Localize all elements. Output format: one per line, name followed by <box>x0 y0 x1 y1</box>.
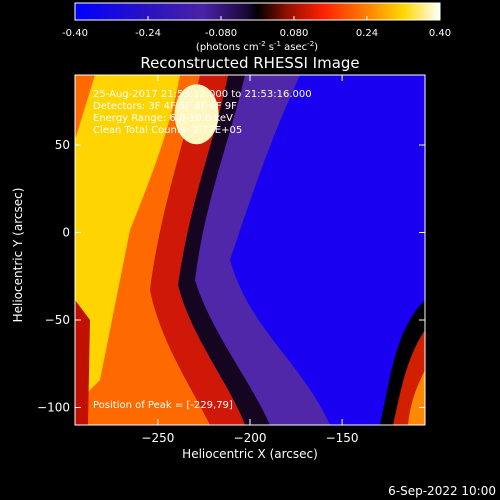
colorbar-unit-label: (photons cm-2 s-1 asec-2) <box>196 40 318 53</box>
heatmap-peak-spot <box>174 84 219 145</box>
annotation-block: 25-Aug-2017 21:53:12.000 to 21:53:16.000… <box>93 89 312 411</box>
colorbar: -0.40 -0.24 -0.080 0.080 0.24 0.40 (photons c… <box>62 2 451 53</box>
heatmap-yellow-core <box>75 75 180 400</box>
annotation-peak-position: Position of Peak = [-229,79] <box>93 400 233 411</box>
colorbar-tick-label: -0.24 <box>135 28 161 39</box>
x-axis-label: Heliocentric X (arcsec) <box>182 447 318 461</box>
heatmap-right-lobe-core <box>408 370 425 425</box>
y-tick-label: −50 <box>45 313 70 327</box>
heatmap-purple-band <box>195 75 330 425</box>
annotation-total-counts: Clean Total Counts: 2.77E+05 <box>93 125 242 136</box>
y-tick-label: 50 <box>55 138 70 152</box>
annotation-energy-range: Energy Range: 6.0-10.0 keV <box>93 113 233 124</box>
y-axis-ticks: −100 −50 0 50 <box>37 138 425 415</box>
colorbar-tick-label: 0.080 <box>280 28 309 39</box>
x-axis-ticks: −250 −200 −150 <box>141 75 359 445</box>
heatmap-red-band <box>150 75 245 425</box>
colorbar-tick-label: 0.24 <box>356 28 378 39</box>
heatmap-left-edge <box>75 300 90 425</box>
x-tick-label: −250 <box>141 431 174 445</box>
heatmap-image <box>75 75 425 425</box>
colorbar-ticks: -0.40 -0.24 -0.080 0.080 0.24 0.40 <box>62 16 451 39</box>
colorbar-tick-label: -0.080 <box>205 28 237 39</box>
heatmap-dark-ridge <box>178 75 270 425</box>
x-tick-label: −200 <box>234 431 267 445</box>
y-tick-label: −100 <box>37 401 70 415</box>
colorbar-tick-label: -0.40 <box>62 28 88 39</box>
colorbar-gradient <box>74 2 441 21</box>
annotation-detectors: Detectors: 3F 4F 5F 6F 8F 9F <box>93 101 237 112</box>
footer-date: 6-Sep-2022 10:00 <box>388 484 496 498</box>
y-tick-label: 0 <box>62 226 70 240</box>
heatmap-blue-region <box>230 75 425 425</box>
x-tick-label: −150 <box>326 431 359 445</box>
y-axis-label: Heliocentric Y (arcsec) <box>11 188 25 323</box>
annotation-time-range: 25-Aug-2017 21:53:12.000 to 21:53:16.000 <box>93 89 312 100</box>
chart-title: Reconstructed RHESSI Image <box>140 54 359 72</box>
colorbar-tick-label: 0.40 <box>429 28 451 39</box>
